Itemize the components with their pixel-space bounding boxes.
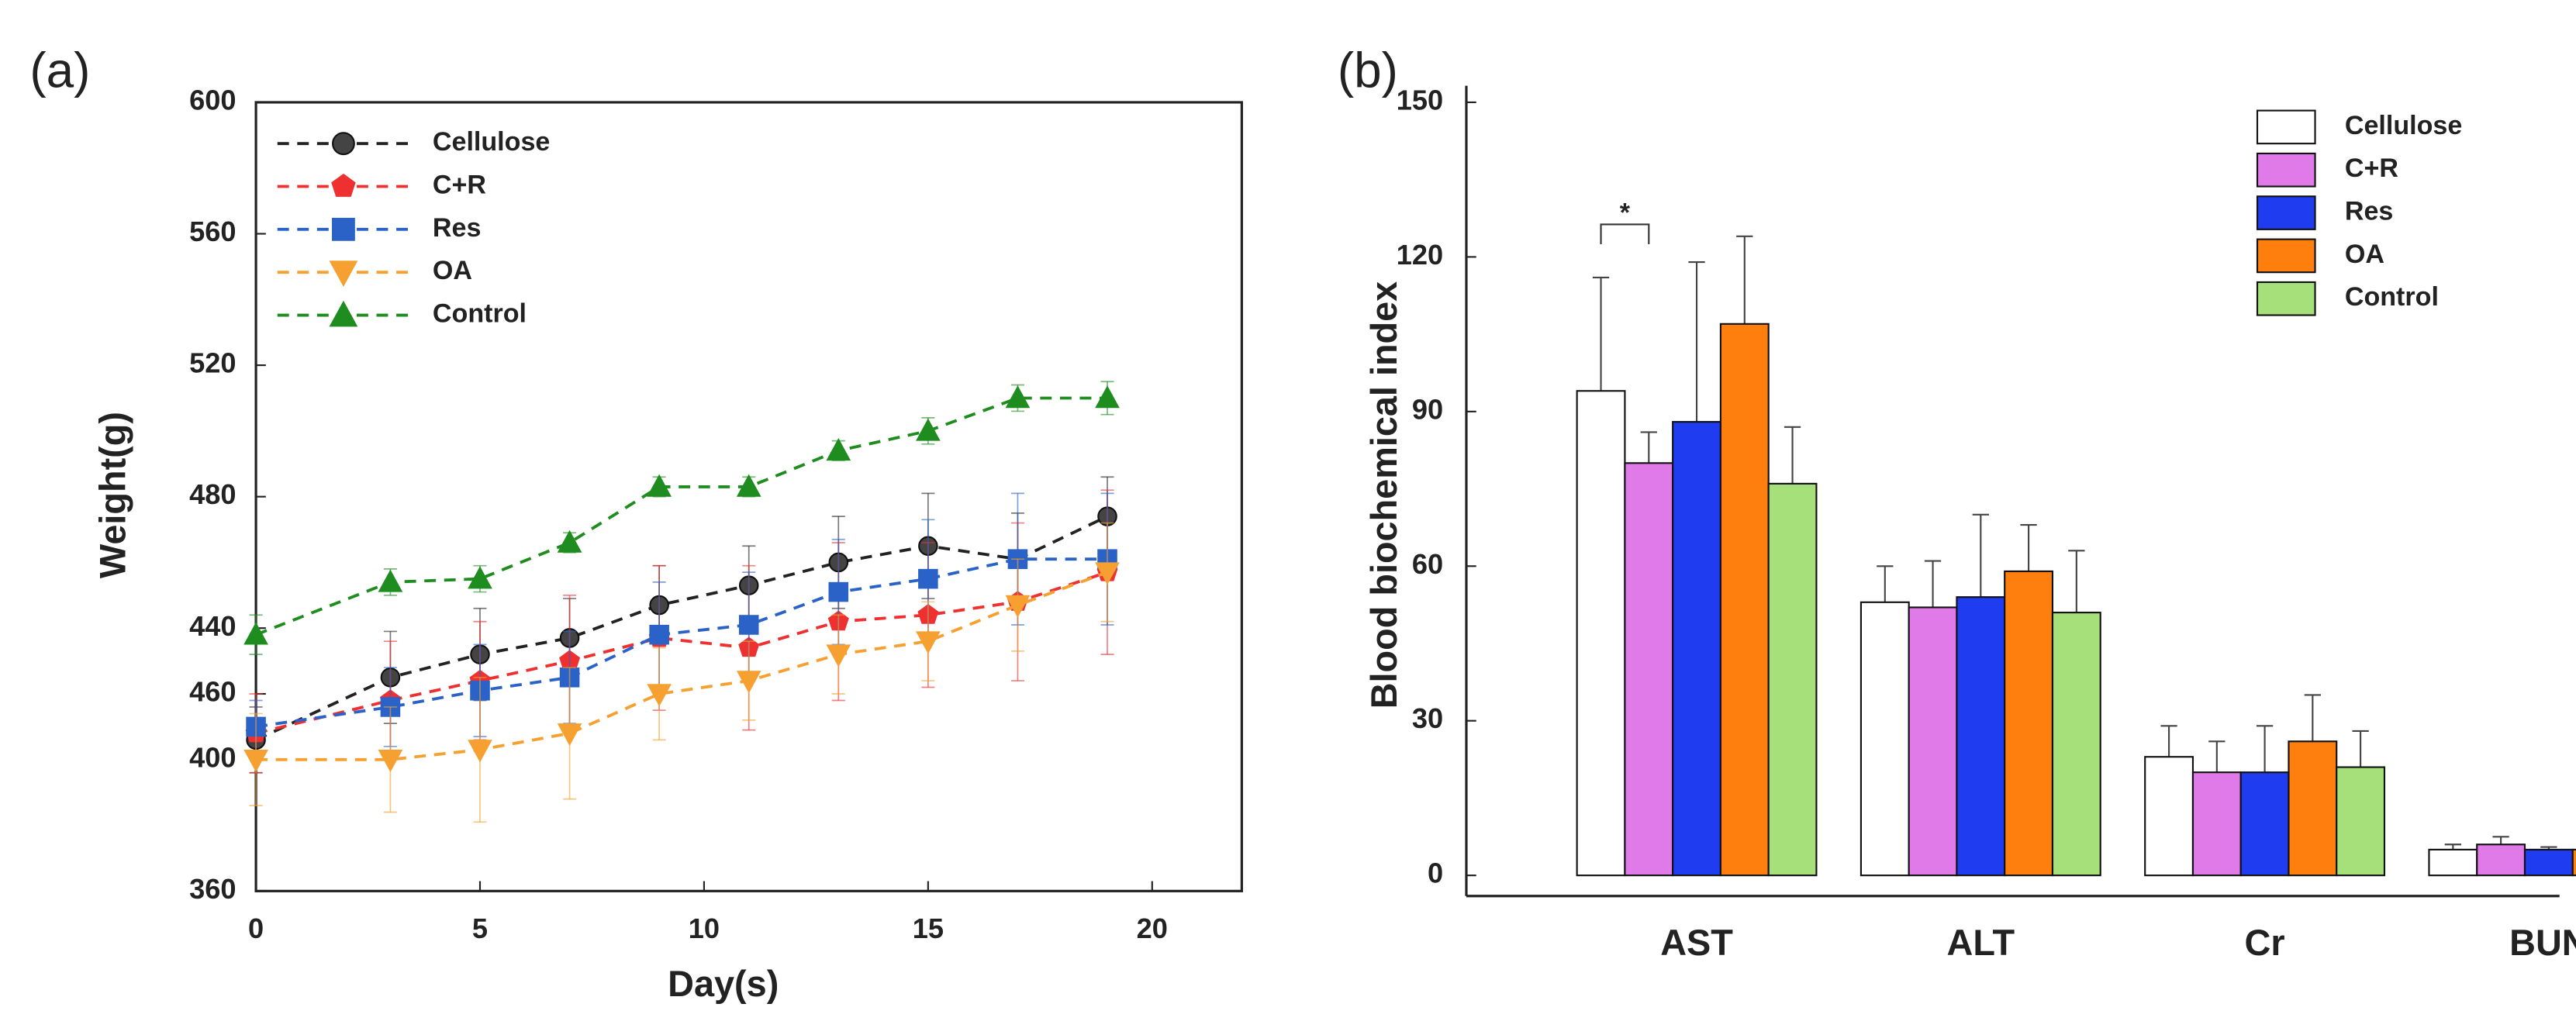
marker bbox=[1005, 385, 1031, 409]
bar bbox=[2004, 570, 2054, 877]
legend-label: C+R bbox=[433, 171, 486, 200]
marker bbox=[1005, 595, 1031, 618]
marker bbox=[828, 581, 849, 602]
panel-label: (b) bbox=[1338, 43, 1398, 98]
legend-swatch bbox=[2256, 195, 2316, 230]
bar bbox=[2571, 848, 2576, 877]
marker bbox=[649, 624, 669, 645]
x-tick-label: 15 bbox=[913, 912, 944, 944]
panel-label: (a) bbox=[29, 43, 90, 98]
x-tick-label: BUN bbox=[2509, 923, 2576, 963]
bar bbox=[1624, 462, 1674, 877]
marker bbox=[826, 644, 851, 668]
bar bbox=[1672, 421, 1721, 877]
marker bbox=[647, 684, 672, 707]
bar bbox=[1859, 601, 1910, 877]
bar bbox=[2288, 740, 2338, 877]
marker bbox=[378, 750, 403, 773]
x-axis-label: Day(s) bbox=[668, 964, 779, 1004]
y-axis-label: Blood biochemical index bbox=[1364, 281, 1404, 709]
bar bbox=[2476, 843, 2526, 877]
legend-label: OA bbox=[2345, 240, 2384, 269]
x-tick-label: 10 bbox=[689, 912, 720, 944]
marker bbox=[1095, 385, 1120, 409]
y-tick-label: 480 bbox=[189, 478, 236, 510]
legend-label: Control bbox=[433, 299, 527, 329]
annotation: * bbox=[1620, 198, 1631, 228]
series-line bbox=[256, 571, 1108, 761]
marker bbox=[329, 300, 358, 327]
marker bbox=[331, 173, 356, 197]
marker bbox=[916, 631, 941, 654]
y-tick-label: 460 bbox=[189, 676, 236, 708]
bar bbox=[1576, 390, 1626, 877]
marker bbox=[332, 217, 355, 241]
marker bbox=[332, 132, 355, 156]
bar bbox=[1956, 596, 2006, 877]
bar bbox=[1767, 482, 1818, 877]
marker bbox=[1095, 562, 1120, 585]
y-axis-label: Weight(g) bbox=[92, 412, 133, 578]
x-tick-label: ALT bbox=[1947, 923, 2015, 963]
legend-label: OA bbox=[433, 256, 472, 285]
marker bbox=[468, 566, 492, 589]
marker bbox=[329, 260, 358, 288]
legend-label: Res bbox=[2345, 197, 2393, 226]
legend-swatch bbox=[2256, 152, 2316, 188]
legend-label: Res bbox=[433, 213, 481, 243]
y-tick-label: 520 bbox=[189, 347, 236, 379]
y-tick-label: 0 bbox=[1428, 857, 1443, 889]
legend-label: C+R bbox=[2345, 154, 2398, 183]
legend-swatch bbox=[2256, 281, 2316, 316]
y-tick-label: 60 bbox=[1412, 548, 1443, 580]
marker bbox=[468, 740, 492, 763]
series-line bbox=[255, 571, 1108, 735]
bar bbox=[2523, 848, 2574, 877]
legend-swatch bbox=[2256, 238, 2316, 274]
bar bbox=[2336, 766, 2386, 877]
marker bbox=[918, 568, 938, 589]
bar bbox=[2191, 771, 2242, 877]
y-tick-label: 150 bbox=[1397, 85, 1443, 116]
marker bbox=[736, 671, 761, 694]
y-tick-label: 120 bbox=[1397, 239, 1443, 271]
marker bbox=[557, 530, 582, 553]
bar bbox=[2144, 756, 2194, 877]
marker bbox=[916, 418, 941, 441]
marker bbox=[557, 723, 582, 747]
x-tick-label: 0 bbox=[248, 912, 264, 944]
y-tick-label: 600 bbox=[189, 85, 236, 116]
bar bbox=[2428, 848, 2478, 877]
legend-label: Cellulose bbox=[433, 127, 550, 157]
marker bbox=[736, 474, 761, 497]
x-tick-label: Cr bbox=[2245, 923, 2285, 963]
x-tick-label: 5 bbox=[472, 912, 488, 944]
marker bbox=[243, 622, 268, 645]
x-tick-label: AST bbox=[1660, 923, 1733, 963]
y-tick-label: 560 bbox=[189, 216, 236, 247]
bar bbox=[1908, 606, 1958, 877]
series-line bbox=[255, 396, 1108, 636]
y-tick-label: 90 bbox=[1412, 393, 1443, 425]
significance-bracket bbox=[1600, 223, 1650, 245]
marker bbox=[378, 569, 403, 592]
marker bbox=[243, 750, 268, 773]
bar bbox=[2239, 771, 2290, 877]
marker bbox=[826, 438, 851, 461]
marker bbox=[738, 615, 759, 635]
bar bbox=[2051, 612, 2101, 877]
x-tick-label: 20 bbox=[1137, 912, 1168, 944]
bar bbox=[1719, 323, 1770, 877]
series-line bbox=[255, 557, 1108, 729]
marker bbox=[647, 474, 672, 497]
legend-swatch bbox=[2256, 109, 2316, 145]
y-tick-label: 360 bbox=[189, 873, 236, 905]
y-tick-label: 400 bbox=[189, 741, 236, 773]
legend-label: Cellulose bbox=[2345, 111, 2462, 140]
y-tick-label: 30 bbox=[1412, 702, 1443, 734]
y-tick-label: 440 bbox=[189, 610, 236, 642]
legend-label: Control bbox=[2345, 282, 2439, 312]
